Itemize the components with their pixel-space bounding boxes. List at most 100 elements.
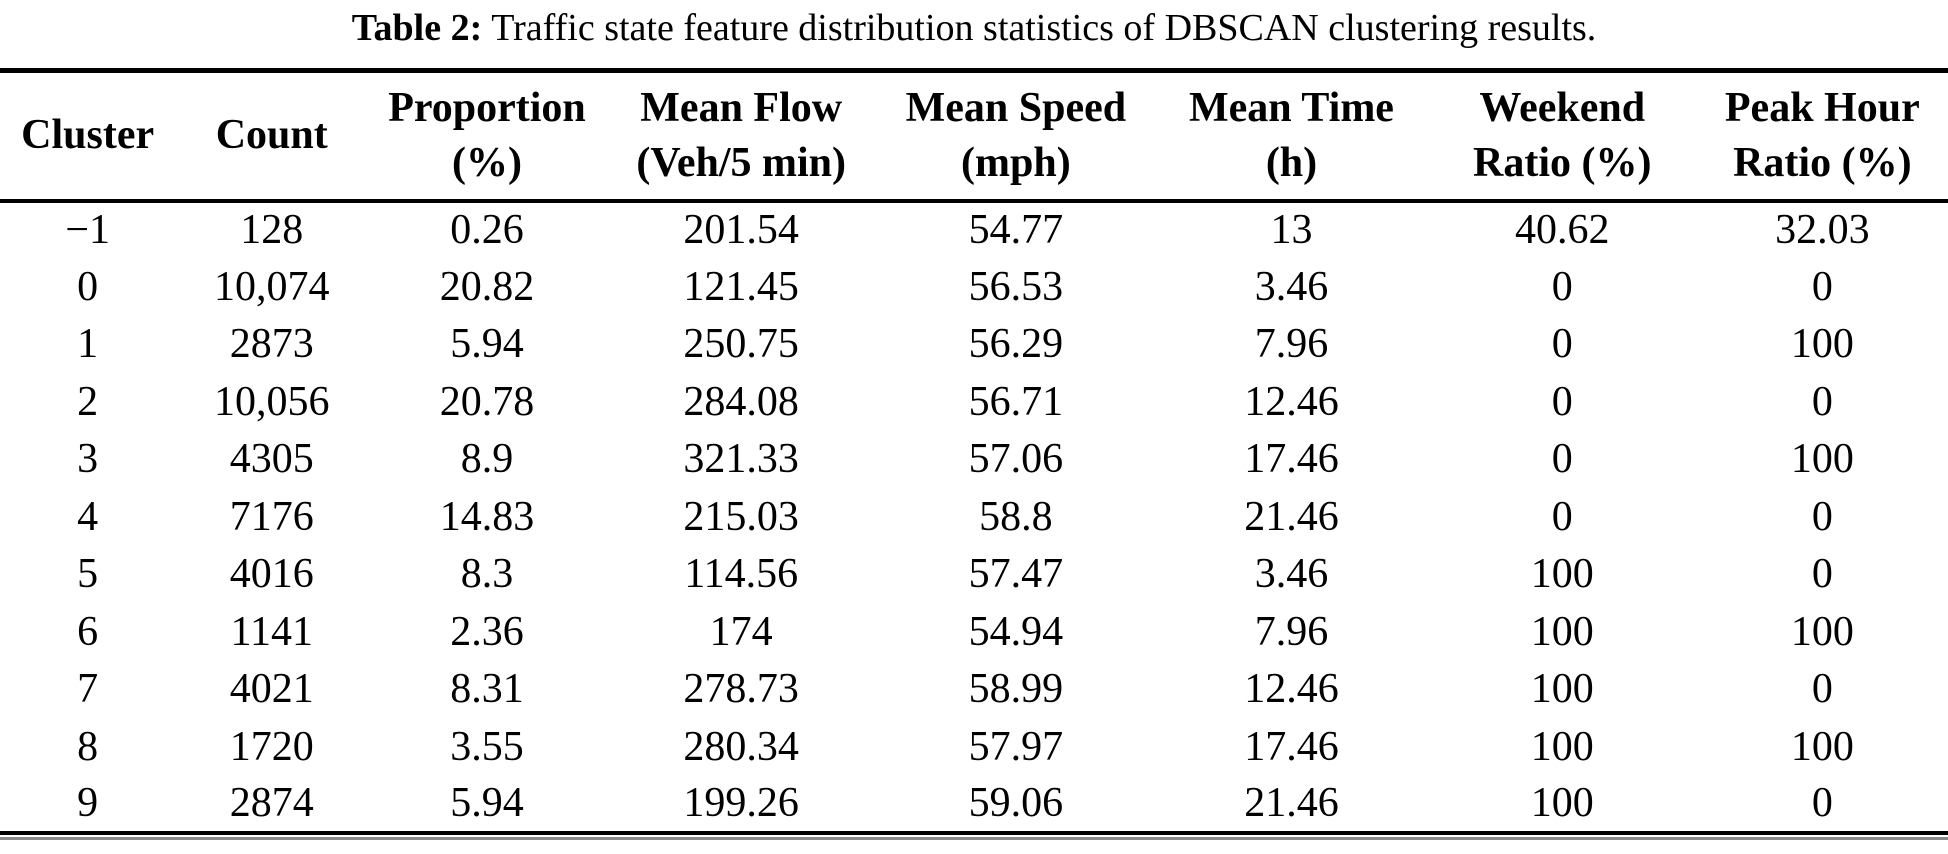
table-row: 4 7176 14.83 215.03 58.8 21.46 0 0: [0, 488, 1948, 546]
table-cell: 4016: [229, 551, 314, 598]
table-cell: 57.97: [968, 723, 1064, 770]
table-cell: 1720: [229, 723, 314, 770]
table-cell: 32.03: [1775, 207, 1870, 254]
column-header-line: Mean Time: [1189, 84, 1394, 131]
table-cell: 4021: [229, 666, 314, 713]
table-row: 9 2874 5.94 199.26 59.06 21.46 100 0: [0, 776, 1948, 834]
table-cell: 0: [1811, 493, 1833, 540]
table-cell: 0: [1811, 263, 1833, 310]
column-header-line: (mph): [961, 139, 1071, 186]
table-cell: 14.83: [439, 493, 535, 540]
table-cell: 100: [1790, 321, 1854, 368]
table-cell: 7.96: [1254, 608, 1329, 655]
table-cell: 13: [1270, 207, 1313, 254]
table-cell: 21.46: [1244, 493, 1339, 540]
table-cell: 20.82: [439, 263, 535, 310]
column-header-line: Mean Speed: [905, 84, 1127, 131]
table-cell: 199.26: [683, 780, 799, 827]
table-cell: 10,074: [213, 263, 330, 310]
table-cell: 10,056: [213, 378, 330, 425]
table-cell: 201.54: [683, 207, 799, 254]
column-header: Mean Speed (mph): [876, 70, 1156, 203]
table-row: 8 1720 3.55 280.34 57.97 17.46 100 100: [0, 718, 1948, 776]
table-row: 3 4305 8.9 321.33 57.06 17.46 0 100: [0, 431, 1948, 489]
table-cell: 0: [77, 263, 99, 310]
table-cell: 20.78: [439, 378, 535, 425]
table-cell: 7.96: [1254, 321, 1329, 368]
table-row: 1 2873 5.94 250.75 56.29 7.96 0 100: [0, 316, 1948, 374]
column-header: Peak Hour Ratio (%): [1696, 70, 1948, 203]
table-cell: 7: [77, 666, 99, 713]
header-row: Cluster Count Proportion (%) Mean Flow (Veh/5…: [0, 70, 1948, 203]
column-header: Proportion (%): [368, 70, 606, 203]
column-header: Cluster: [0, 70, 176, 203]
table-cell: 9: [77, 780, 99, 827]
column-header-line: Proportion: [388, 84, 586, 131]
table-cell: 6: [77, 608, 99, 655]
table-cell: 8.31: [450, 666, 524, 713]
table-cell: 5.94: [450, 780, 524, 827]
table-cell: 121.45: [683, 263, 799, 310]
column-header-line: (%): [451, 139, 522, 186]
stats-table: Cluster Count Proportion (%) Mean Flow (Veh/5…: [0, 68, 1948, 835]
table-cell: 1: [77, 321, 99, 368]
table-cell: 12.46: [1244, 378, 1339, 425]
table-cell: 114.56: [684, 551, 799, 598]
table-row: 5 4016 8.3 114.56 57.47 3.46 100 0: [0, 546, 1948, 604]
table-cell: 0: [1811, 378, 1833, 425]
table-cell: 5.94: [450, 321, 524, 368]
table-cell: 250.75: [683, 321, 799, 368]
table-cell: 7176: [229, 493, 314, 540]
table-cell: 57.06: [968, 436, 1064, 483]
table-cell: 0: [1551, 378, 1573, 425]
table-cell: 8: [77, 723, 99, 770]
table-row: −1 128 0.26 201.54 54.77 13 40.62 32.03: [0, 201, 1948, 259]
table-cell: 0.26: [450, 207, 524, 254]
table-cell: 174: [709, 608, 773, 655]
table-cell: 278.73: [683, 666, 799, 713]
table-cell: 40.62: [1515, 207, 1610, 254]
column-header: Mean Flow (Veh/5 min): [605, 70, 877, 203]
table-cell: 3.46: [1254, 551, 1329, 598]
table-cell: 2.36: [450, 608, 524, 655]
table-cell: 3.46: [1254, 263, 1329, 310]
table-cell: 17.46: [1244, 436, 1339, 483]
table-cell: 4: [77, 493, 99, 540]
column-header: Mean Time (h): [1155, 70, 1428, 203]
table-cell: 17.46: [1244, 723, 1339, 770]
table-cell: 54.94: [968, 608, 1064, 655]
table-cell: 2: [77, 378, 99, 425]
table-cell: 4305: [229, 436, 314, 483]
table-cell: 3.55: [450, 723, 524, 770]
table-caption: Table 2: Traffic state feature distributi…: [0, 2, 1948, 54]
table-cell: −1: [65, 207, 110, 254]
table-cell: 0: [1811, 551, 1833, 598]
table-cell: 0: [1551, 436, 1573, 483]
table-cell: 0: [1551, 493, 1573, 540]
table-cell: 215.03: [683, 493, 799, 540]
column-header: Count: [175, 70, 369, 203]
table-cell: 0: [1811, 780, 1833, 827]
table-cell: 280.34: [683, 723, 799, 770]
table-cell: 2873: [229, 321, 314, 368]
table-cell: 100: [1790, 608, 1854, 655]
table-row: 6 1141 2.36 174 54.94 7.96 100 100: [0, 603, 1948, 661]
table-cell: 100: [1790, 436, 1854, 483]
table-caption-text: Traffic state feature distribution stati…: [491, 7, 1597, 49]
table-cell: 100: [1530, 780, 1594, 827]
table-cell: 1141: [230, 608, 313, 655]
table-cell: 321.33: [683, 436, 799, 483]
table-cell: 12.46: [1244, 666, 1339, 713]
stats-table-head: Cluster Count Proportion (%) Mean Flow (Veh/5…: [0, 70, 1948, 203]
stats-table-wrap: Cluster Count Proportion (%) Mean Flow (Veh/5…: [0, 68, 1948, 840]
table-cell: 8.3: [460, 551, 514, 598]
table-cell: 100: [1790, 723, 1854, 770]
table-row: 0 10,074 20.82 121.45 56.53 3.46 0 0: [0, 258, 1948, 316]
table-cell: 58.99: [968, 666, 1064, 713]
table-cell: 56.29: [968, 321, 1064, 368]
table-cell: 284.08: [683, 378, 799, 425]
column-header: Weekend Ratio (%): [1427, 70, 1697, 203]
column-header-line: Weekend: [1479, 84, 1646, 131]
table-cell: 8.9: [460, 436, 514, 483]
